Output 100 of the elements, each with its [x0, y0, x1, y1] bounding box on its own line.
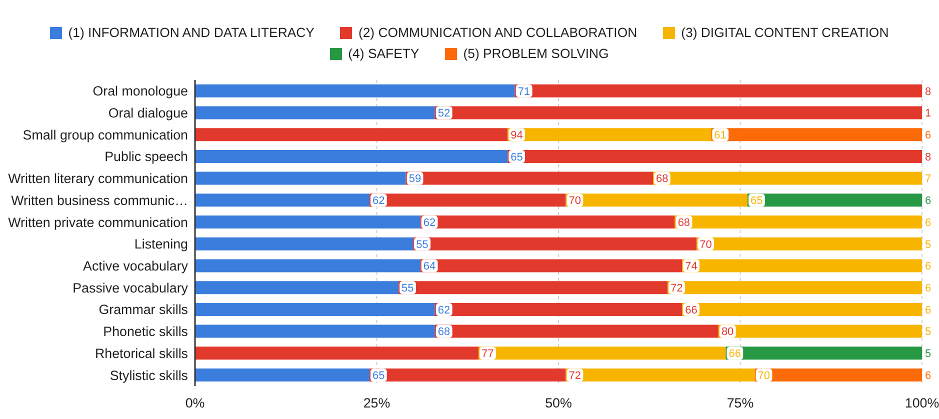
y-tick-label: Passive vocabulary	[72, 280, 188, 296]
y-tick-label: Written business communic…	[11, 192, 188, 208]
annotation: 59	[408, 173, 422, 186]
annotation: 55	[416, 238, 428, 251]
annotation: 5	[925, 348, 932, 360]
bar	[195, 194, 370, 207]
bar	[195, 302, 435, 316]
bar	[369, 368, 566, 382]
annotation: 62	[423, 216, 436, 229]
bar	[653, 172, 922, 185]
bar	[195, 84, 515, 98]
bar	[406, 172, 654, 185]
legend-label: (5) PROBLEM SOLVING	[463, 46, 609, 61]
y-tick-label: Stylistic skills	[110, 368, 188, 383]
y-tick-label: Rhetorical skills	[94, 346, 188, 361]
annotation: 65	[750, 195, 763, 208]
bar	[195, 216, 420, 229]
y-tick-label: Grammar skills	[98, 302, 188, 318]
y-tick-label: Active vocabulary	[83, 258, 188, 274]
annotation: 74	[685, 260, 698, 273]
x-tick-label: 0%	[185, 395, 205, 410]
x-tick-label: 25%	[363, 395, 390, 410]
annotation: 62	[372, 195, 385, 208]
legend-label: (4) SAFETY	[348, 46, 420, 61]
bar	[195, 346, 479, 360]
y-tick-label: Oral monologue	[92, 84, 188, 99]
bar	[195, 259, 420, 272]
bar	[696, 237, 922, 250]
bar	[508, 150, 922, 163]
x-tick-label: 75%	[726, 395, 754, 410]
bar	[369, 194, 566, 207]
legend-label: (1) INFORMATION AND DATA LITERACY	[68, 25, 314, 40]
bar	[754, 368, 922, 382]
annotation: 8	[925, 151, 932, 164]
bar	[566, 368, 755, 382]
annotation: 68	[656, 173, 668, 186]
annotation: 62	[438, 304, 450, 316]
annotation: 72	[670, 282, 683, 294]
bar	[195, 237, 414, 250]
annotation: 6	[925, 282, 932, 294]
bar	[420, 216, 675, 229]
annotation: 65	[510, 151, 523, 164]
annotation: 6	[925, 304, 932, 316]
annotation: 5	[925, 326, 932, 338]
y-tick-label: Oral dialogue	[108, 105, 188, 120]
bar	[711, 128, 922, 142]
bar	[718, 324, 922, 338]
bar	[195, 172, 406, 185]
annotation: 68	[438, 326, 450, 338]
legend-label: (3) DIGITAL CONTENT CREATION	[681, 25, 889, 40]
bar	[434, 324, 718, 338]
bar	[398, 281, 668, 294]
bar	[682, 302, 922, 316]
annotation: 77	[482, 348, 494, 360]
bar	[434, 106, 922, 120]
annotation: 94	[510, 129, 523, 142]
legend-label: (2) COMMUNICATION AND COLLABORATION	[358, 25, 638, 40]
y-tick-label: Written literary communication	[8, 171, 188, 186]
annotation: 70	[568, 195, 582, 208]
bar	[682, 259, 922, 272]
annotation: 68	[678, 216, 690, 229]
annotation: 66	[685, 304, 698, 316]
annotation: 66	[728, 348, 741, 360]
bar	[195, 368, 370, 382]
bar	[748, 194, 922, 207]
bar	[434, 302, 682, 316]
bar	[195, 281, 399, 294]
annotation: 64	[423, 260, 436, 273]
bar	[668, 281, 922, 294]
y-tick-label: Written private communication	[8, 214, 188, 230]
y-tick-label: Small group communication	[22, 127, 188, 142]
annotation: 80	[721, 326, 734, 338]
annotation: 1	[925, 108, 932, 120]
annotation: 70	[700, 238, 712, 251]
bar	[566, 194, 748, 207]
annotation: 55	[402, 282, 414, 294]
y-tick-label: Phonetic skills	[103, 324, 188, 340]
y-tick-label: Public speech	[104, 149, 188, 164]
annotation: 6	[925, 195, 932, 208]
bar	[726, 346, 922, 360]
annotation: 61	[714, 129, 726, 142]
annotation: 7	[925, 173, 932, 186]
x-tick-label: 100%	[904, 395, 939, 410]
annotation: 72	[568, 370, 582, 382]
bar	[514, 84, 922, 98]
annotation: 8	[925, 86, 932, 98]
bar	[195, 324, 435, 338]
bar	[195, 106, 435, 120]
bar	[420, 259, 682, 272]
annotation: 5	[925, 238, 932, 251]
annotation: 52	[438, 108, 450, 120]
annotation: 6	[925, 370, 932, 382]
annotation: 70	[758, 370, 770, 382]
annotation: 6	[925, 216, 932, 229]
bar	[674, 216, 922, 229]
bar	[195, 150, 508, 163]
annotation: 71	[518, 86, 530, 98]
y-tick-label: Listening	[134, 236, 188, 252]
annotation: 6	[925, 260, 932, 273]
annotation: 6	[925, 129, 932, 142]
